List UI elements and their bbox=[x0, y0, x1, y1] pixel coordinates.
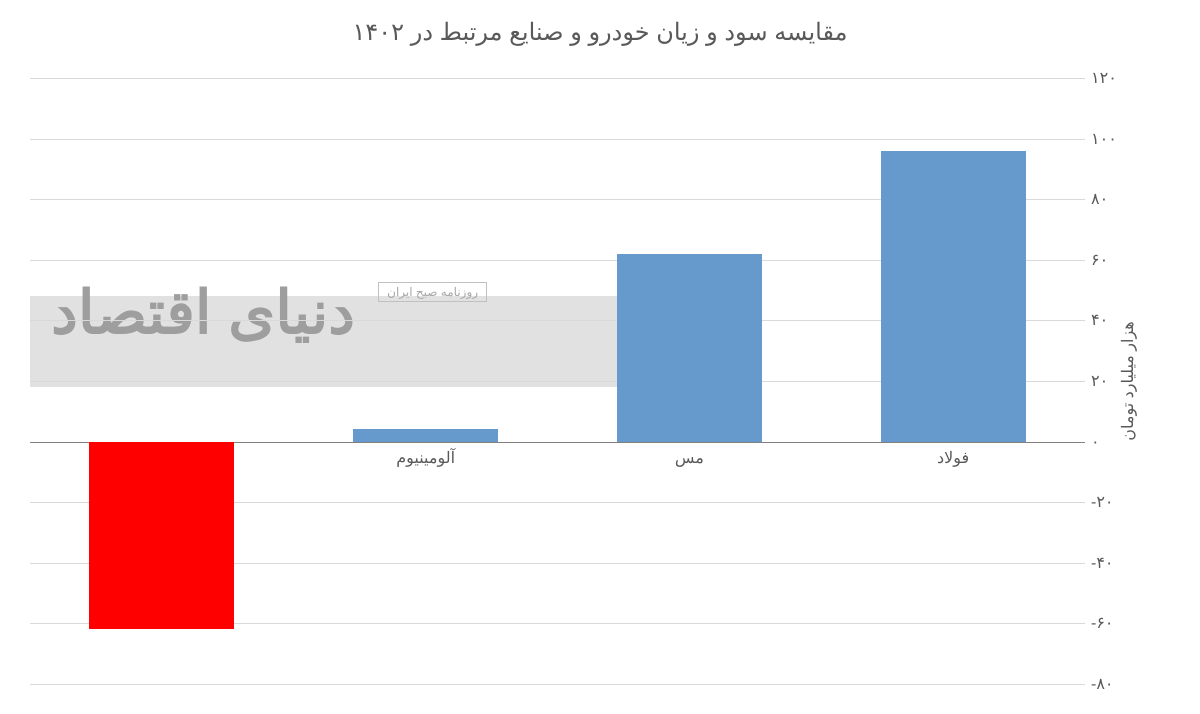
y-tick-label: ۱۰۰ bbox=[1091, 129, 1135, 149]
x-axis-label: آلومینیوم bbox=[396, 448, 455, 468]
x-axis-label: خودرو bbox=[142, 448, 183, 468]
y-tick-label: ۶۰ bbox=[1091, 250, 1135, 270]
y-tick-label: ۲۰ bbox=[1091, 371, 1135, 391]
grid-line bbox=[30, 139, 1085, 140]
x-axis-label: فولاد bbox=[937, 448, 969, 468]
watermark-text: دنیای اقتصاد bbox=[51, 278, 355, 348]
x-axis-label: مس bbox=[675, 448, 704, 468]
y-tick-label: -۶۰ bbox=[1091, 613, 1135, 633]
y-tick-label: ۰ bbox=[1091, 432, 1135, 452]
bar bbox=[881, 151, 1026, 442]
y-tick-label: ۴۰ bbox=[1091, 310, 1135, 330]
bar bbox=[89, 442, 234, 630]
grid-line bbox=[30, 78, 1085, 79]
grid-line bbox=[30, 684, 1085, 685]
plot-area: دنیای اقتصاد روزنامه صبح ایران هزار میلی… bbox=[30, 78, 1085, 684]
watermark-subtext: روزنامه صبح ایران bbox=[378, 282, 487, 302]
y-tick-label: ۸۰ bbox=[1091, 189, 1135, 209]
bar bbox=[617, 254, 762, 442]
y-tick-label: -۴۰ bbox=[1091, 553, 1135, 573]
y-tick-label: -۲۰ bbox=[1091, 492, 1135, 512]
chart-container: مقایسه سود و زیان خودرو و صنایع مرتبط در… bbox=[0, 0, 1200, 714]
bar bbox=[353, 429, 498, 441]
y-tick-label: -۸۰ bbox=[1091, 674, 1135, 694]
chart-title: مقایسه سود و زیان خودرو و صنایع مرتبط در… bbox=[0, 0, 1200, 47]
y-tick-label: ۱۲۰ bbox=[1091, 68, 1135, 88]
